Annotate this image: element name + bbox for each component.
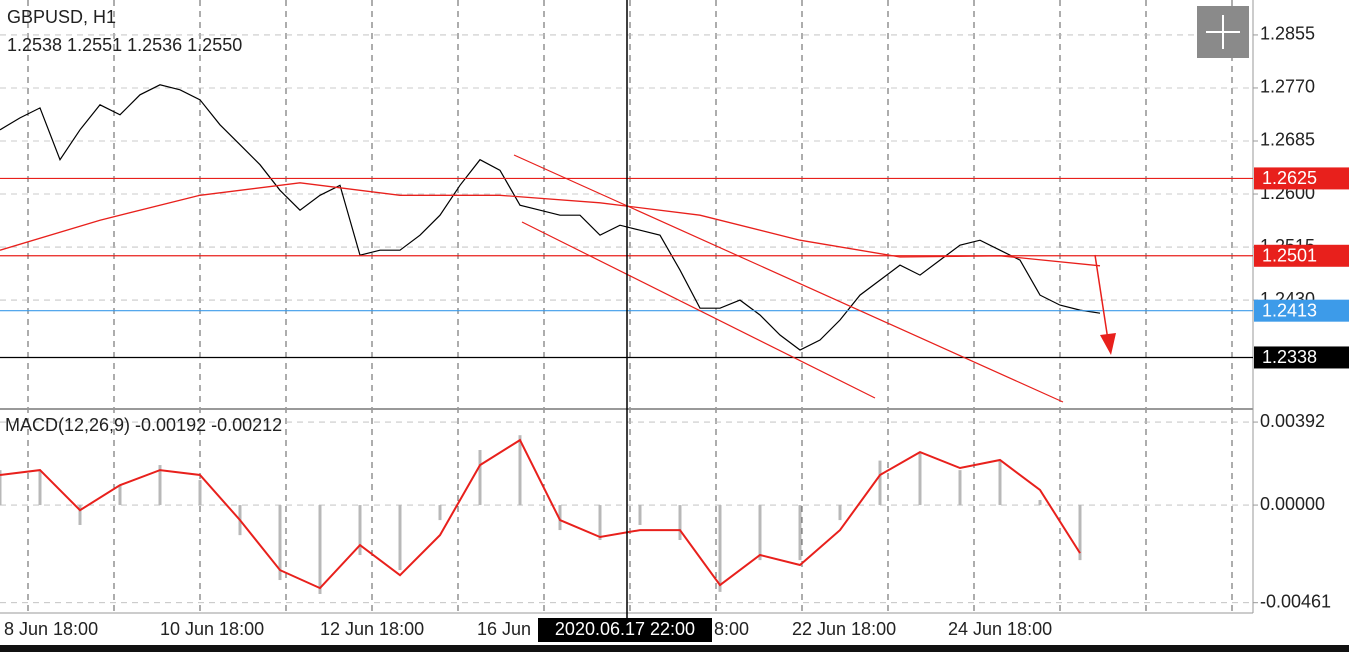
histogram-bar bbox=[918, 452, 922, 506]
histogram-bar bbox=[518, 435, 522, 506]
histogram-bar bbox=[598, 505, 602, 541]
histogram-bar bbox=[118, 485, 122, 506]
histogram-bar bbox=[718, 505, 722, 592]
histogram-bar bbox=[78, 505, 82, 525]
histogram-bar bbox=[798, 505, 802, 561]
y-tick-label: -0.00461 bbox=[1260, 591, 1331, 611]
price-line bbox=[0, 84, 1101, 351]
histogram-bar bbox=[0, 470, 2, 506]
x-tick-label: 8 Jun 18:00 bbox=[4, 619, 98, 639]
x-tick-label: 8:00 bbox=[714, 619, 749, 639]
histogram-bar bbox=[1038, 499, 1042, 506]
histogram-bar bbox=[438, 505, 442, 521]
bottom-bar bbox=[0, 645, 1349, 652]
histogram-bar bbox=[678, 505, 682, 541]
arrow-line bbox=[1094, 254, 1109, 341]
level-label: 1.2625 bbox=[1262, 168, 1317, 188]
level-label: 1.2413 bbox=[1262, 300, 1317, 320]
symbol-title: GBPUSD, H1 bbox=[7, 7, 116, 27]
level-label: 1.2338 bbox=[1262, 347, 1317, 367]
level-box bbox=[1254, 167, 1349, 190]
histogram-bar bbox=[38, 470, 42, 506]
y-tick-label: 1.2770 bbox=[1260, 77, 1315, 97]
histogram-bar bbox=[838, 505, 842, 521]
y-tick-label: 1.2685 bbox=[1260, 130, 1315, 150]
x-tick-label: 10 Jun 18:00 bbox=[160, 619, 264, 639]
channel-line bbox=[521, 221, 876, 399]
crosshair-button[interactable] bbox=[1197, 6, 1249, 58]
level-label: 1.2501 bbox=[1262, 246, 1317, 266]
histogram-bar bbox=[478, 450, 482, 506]
y-tick-label: 1.2855 bbox=[1260, 24, 1315, 44]
macd-title: MACD(12,26,9) -0.00192 -0.00212 bbox=[5, 415, 282, 435]
cursor-time-box bbox=[538, 618, 712, 642]
time-grid bbox=[27, 0, 1233, 613]
arrow-head bbox=[1100, 333, 1116, 355]
histogram-bar bbox=[998, 459, 1002, 506]
histogram-bar bbox=[278, 505, 282, 581]
histogram-bar bbox=[398, 505, 402, 571]
x-tick-label: 12 Jun 18:00 bbox=[320, 619, 424, 639]
quote: 1.2538 1.2551 1.2536 1.2550 bbox=[7, 35, 242, 55]
level-box bbox=[1254, 299, 1349, 322]
histogram-bar bbox=[958, 470, 962, 506]
histogram-bar bbox=[758, 505, 762, 561]
level-box bbox=[1254, 244, 1349, 267]
histogram-bar bbox=[878, 460, 882, 506]
y-tick-label: 0.00000 bbox=[1260, 494, 1325, 514]
level-box bbox=[1254, 346, 1349, 369]
signal-line bbox=[0, 438, 1081, 590]
moving-average bbox=[0, 182, 1101, 267]
histogram-bar bbox=[158, 465, 162, 506]
histogram-bar bbox=[638, 505, 642, 525]
histogram-bar bbox=[198, 480, 202, 506]
x-tick-label: 16 Jun bbox=[477, 619, 531, 639]
histogram-bar bbox=[1078, 505, 1082, 561]
plot-layer: 1.28551.27701.26851.26001.25151.24301.26… bbox=[0, 24, 1349, 642]
histogram-bar bbox=[558, 505, 562, 531]
histogram-bar bbox=[318, 505, 322, 595]
x-tick-label: 24 Jun 18:00 bbox=[948, 619, 1052, 639]
y-tick-label: 0.00392 bbox=[1260, 411, 1325, 431]
cursor-time: 2020.06.17 22:00 bbox=[555, 619, 695, 639]
x-tick-label: 22 Jun 18:00 bbox=[792, 619, 896, 639]
histogram-bar bbox=[358, 505, 362, 556]
channel-line bbox=[513, 154, 1064, 403]
